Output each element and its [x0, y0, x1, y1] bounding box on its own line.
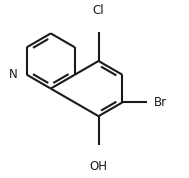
Text: Cl: Cl — [93, 4, 104, 17]
Text: OH: OH — [90, 160, 108, 173]
Text: N: N — [9, 68, 17, 81]
Text: Br: Br — [154, 96, 167, 109]
